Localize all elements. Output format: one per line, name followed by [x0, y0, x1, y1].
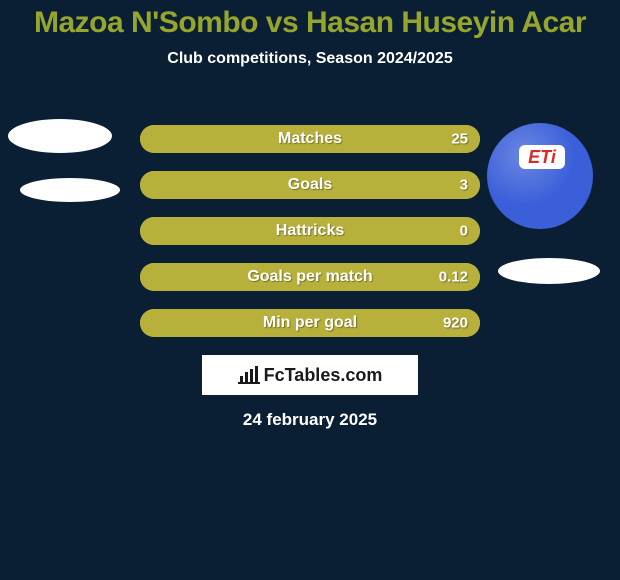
stat-bar-goals: Goals 3 — [140, 171, 480, 199]
stat-bar-label: Min per goal — [263, 314, 357, 332]
player-right-avatar: ETi — [487, 123, 593, 229]
stat-bar-value-right: 0 — [460, 223, 468, 240]
player-left-team-pill — [20, 178, 120, 202]
player-left-avatar — [8, 119, 112, 153]
stat-bar-value-right: 920 — [443, 315, 468, 332]
jersey-icon — [487, 123, 593, 229]
comparison-infographic: Mazoa N'Sombo vs Hasan Huseyin Acar Club… — [0, 0, 620, 580]
barchart-icon — [238, 366, 260, 384]
stat-bar-value-right: 0.12 — [439, 269, 468, 286]
brand-text: FcTables.com — [264, 365, 383, 386]
brand-badge: FcTables.com — [202, 355, 418, 395]
jersey-sponsor-text: ETi — [528, 147, 556, 168]
stat-bar-label: Matches — [278, 130, 342, 148]
stat-bar-goals-per-match: Goals per match 0.12 — [140, 263, 480, 291]
subtitle: Club competitions, Season 2024/2025 — [0, 50, 620, 68]
stat-bar-hattricks: Hattricks 0 — [140, 217, 480, 245]
stat-bar-label: Goals — [288, 176, 332, 194]
stat-bar-min-per-goal: Min per goal 920 — [140, 309, 480, 337]
footer-date: 24 february 2025 — [243, 410, 377, 430]
player-right-team-pill — [498, 258, 600, 284]
stat-bar-value-right: 3 — [460, 177, 468, 194]
page-title: Mazoa N'Sombo vs Hasan Huseyin Acar — [0, 0, 620, 40]
jersey-sponsor-patch: ETi — [519, 145, 565, 169]
stat-bars: Matches 25 Goals 3 Hattricks 0 Goals per match… — [140, 125, 480, 355]
stat-bar-label: Goals per match — [247, 268, 372, 286]
stat-bar-value-right: 25 — [451, 131, 468, 148]
stat-bar-matches: Matches 25 — [140, 125, 480, 153]
stat-bar-label: Hattricks — [276, 222, 344, 240]
